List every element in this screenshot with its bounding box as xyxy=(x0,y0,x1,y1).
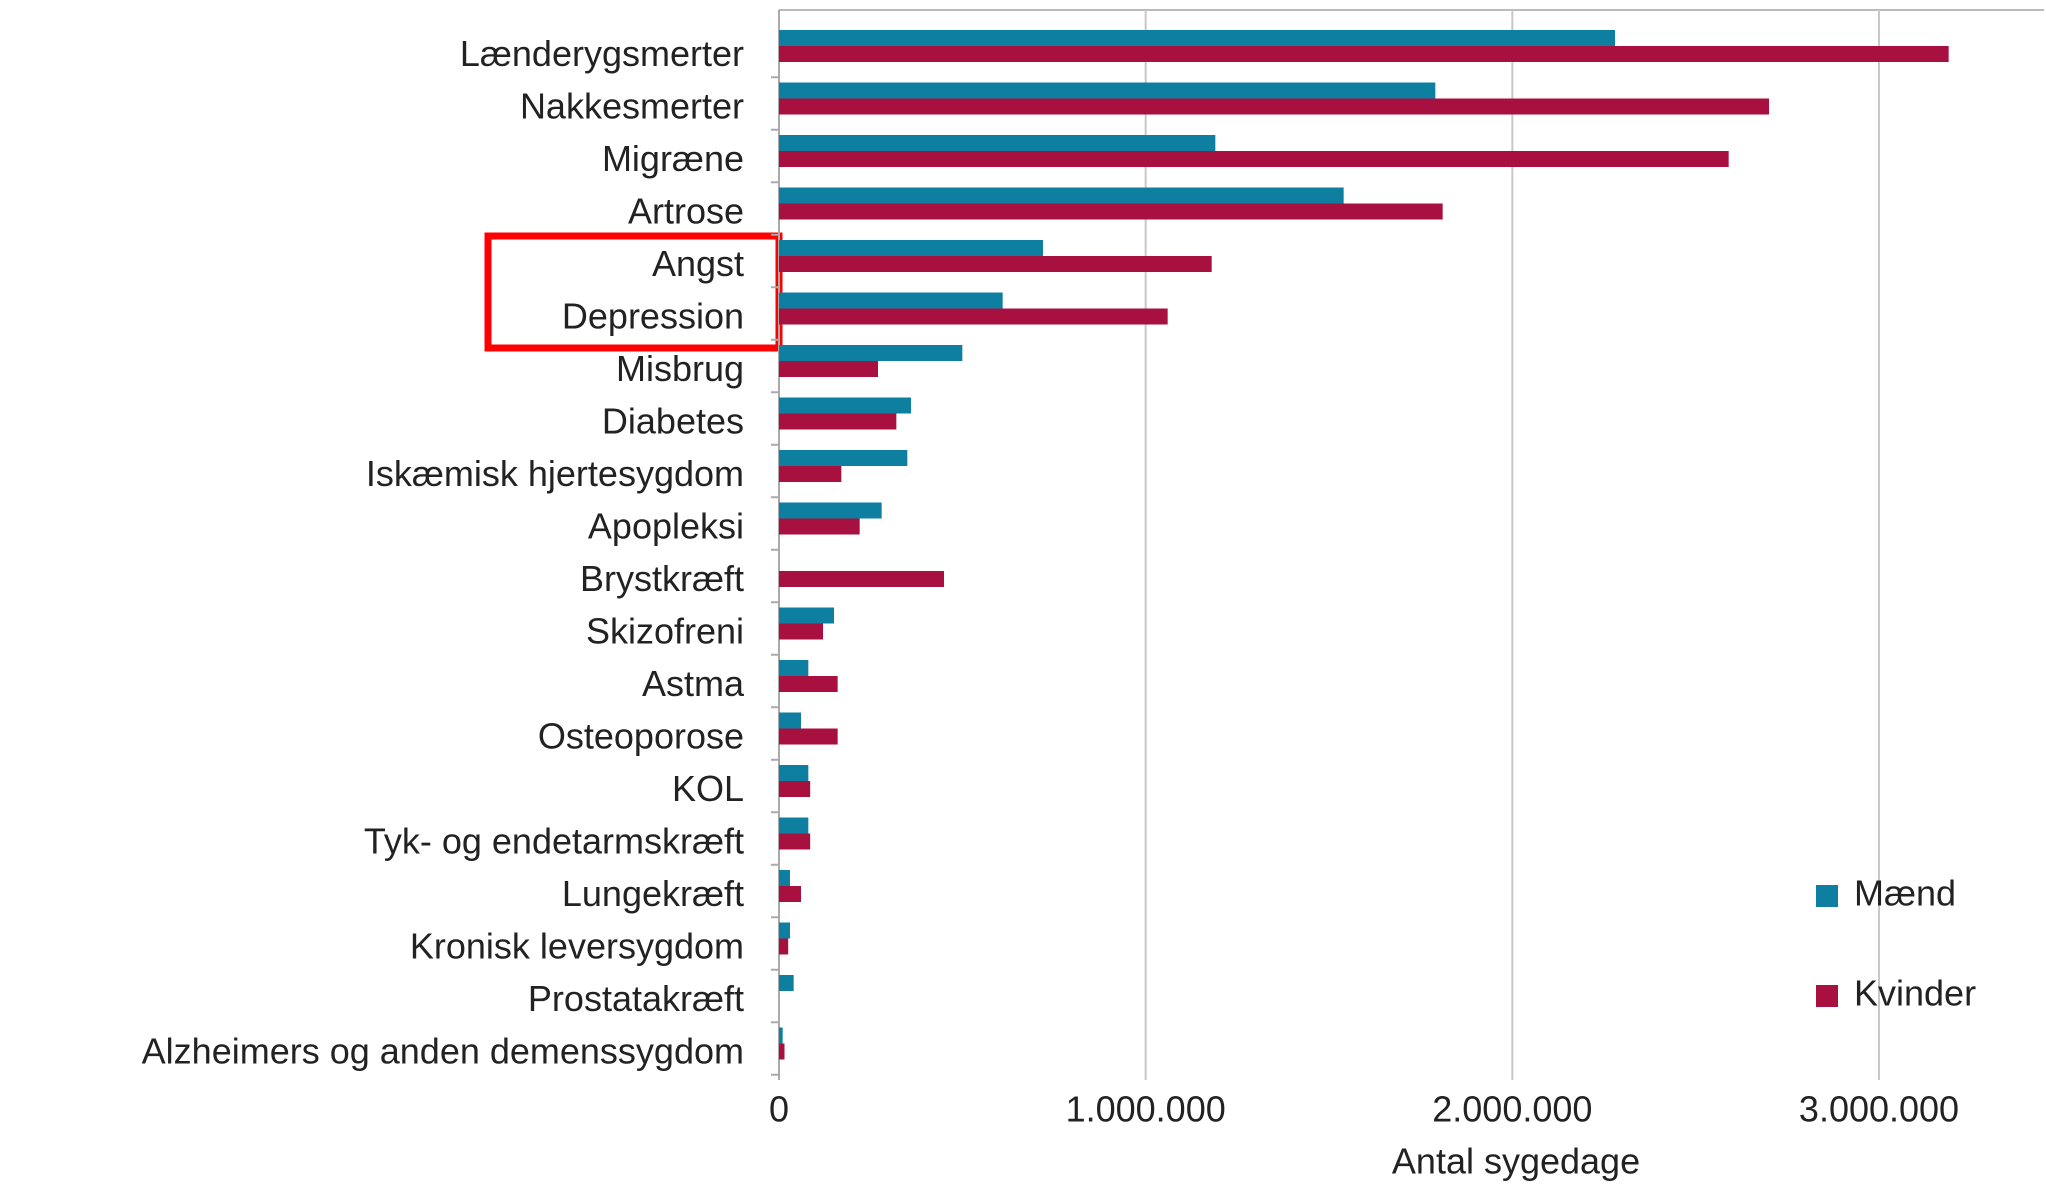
bar xyxy=(779,571,944,587)
y-tick-label: Lænderygsmerter xyxy=(460,33,744,74)
bar xyxy=(779,240,1043,256)
bar xyxy=(779,712,801,729)
bar xyxy=(779,450,908,466)
bar xyxy=(779,833,811,850)
bar xyxy=(779,256,1212,272)
bar xyxy=(779,922,790,939)
y-tick-label: Kronisk leversygdom xyxy=(410,925,744,966)
bar xyxy=(779,466,842,482)
y-tick-label: Alzheimers og anden demenssygdom xyxy=(142,1030,744,1071)
x-tick-label: 0 xyxy=(769,1089,789,1130)
bar xyxy=(779,781,811,797)
bar xyxy=(779,30,1615,46)
bar xyxy=(779,292,1003,309)
bar xyxy=(779,361,878,377)
legend-label: Kvinder xyxy=(1854,973,1976,1014)
y-tick-label: Depression xyxy=(562,295,744,336)
bar xyxy=(779,1043,785,1060)
y-tick-label: Prostatakræft xyxy=(528,978,744,1019)
bar xyxy=(779,676,838,692)
x-tick-label: 3.000.000 xyxy=(1799,1089,1959,1130)
x-tick-label: 1.000.000 xyxy=(1066,1089,1226,1130)
bar xyxy=(779,817,809,834)
y-tick-label: Iskæmisk hjertesygdom xyxy=(366,453,744,494)
bar xyxy=(779,975,794,991)
bar xyxy=(779,135,1216,151)
bar xyxy=(779,46,1949,62)
x-axis-title: Antal sygedage xyxy=(1392,1141,1640,1182)
bar xyxy=(779,728,838,745)
y-tick-label: Skizofreni xyxy=(586,610,744,651)
y-tick-label: Lungekræft xyxy=(562,873,744,914)
bar xyxy=(779,187,1344,204)
legend-swatch xyxy=(1816,985,1838,1007)
bar xyxy=(779,1027,783,1044)
bar xyxy=(779,308,1168,325)
legend-swatch xyxy=(1816,885,1838,907)
bar xyxy=(779,82,1436,99)
bar xyxy=(779,870,790,886)
bar xyxy=(779,623,823,640)
bar xyxy=(779,518,860,535)
y-tick-label: Diabetes xyxy=(602,400,744,441)
legend-label: Mænd xyxy=(1854,873,1956,914)
y-tick-label: Artrose xyxy=(628,190,744,231)
y-tick-label: Migræne xyxy=(602,138,744,179)
bar xyxy=(779,886,801,902)
bar xyxy=(779,607,834,624)
y-tick-label: KOL xyxy=(672,768,744,809)
bar xyxy=(779,938,789,955)
y-tick-label: Osteoporose xyxy=(538,715,744,756)
bar xyxy=(779,660,809,676)
y-tick-label: Tyk- og endetarmskræft xyxy=(364,820,744,861)
bar xyxy=(779,203,1443,220)
y-tick-label: Nakkesmerter xyxy=(520,85,744,126)
y-tick-label: Misbrug xyxy=(616,348,744,389)
bar xyxy=(779,502,882,519)
y-tick-label: Angst xyxy=(652,243,744,284)
y-tick-label: Astma xyxy=(642,663,745,704)
x-tick-label: 2.000.000 xyxy=(1432,1089,1592,1130)
bar xyxy=(779,765,809,781)
y-tick-label: Apopleksi xyxy=(588,505,744,546)
bar xyxy=(779,151,1729,167)
bar xyxy=(779,413,897,430)
bar xyxy=(779,397,911,414)
y-tick-label: Brystkræft xyxy=(580,558,744,599)
bar xyxy=(779,345,963,361)
bar xyxy=(779,98,1769,115)
